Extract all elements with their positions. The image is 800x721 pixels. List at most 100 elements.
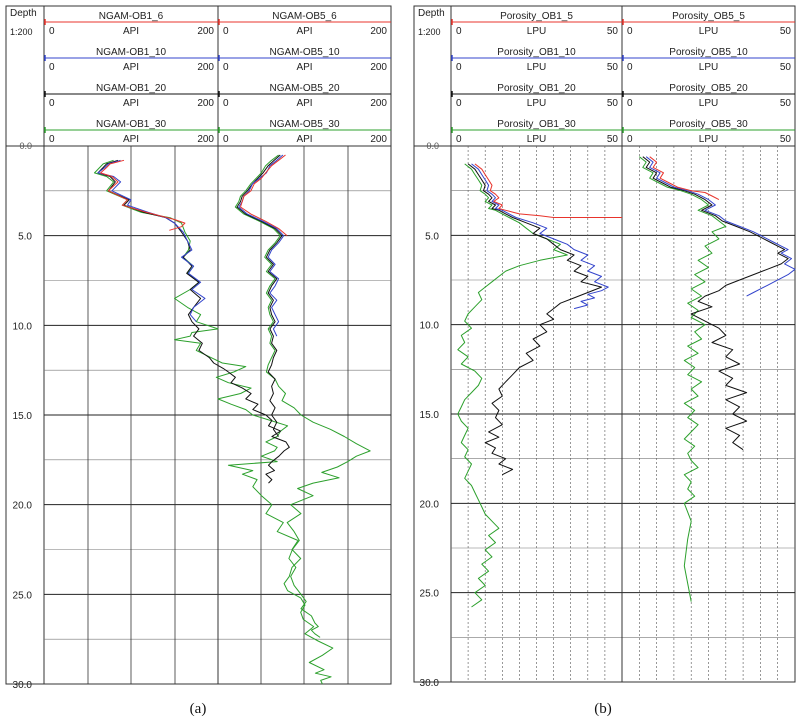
scale-unit-label: API [296,134,312,145]
series-line [234,154,371,638]
series-line [457,163,568,608]
series-name: NGAM-OB5_10 [269,47,339,58]
track-2-curves [638,156,796,602]
scale-label: 1:200 [418,27,441,37]
depth-tick-label: 10.0 [420,321,440,332]
depth-tick-label: 20.0 [13,501,33,512]
scale-min-label: 0 [223,26,229,37]
series-name: NGAM-OB5_30 [269,119,339,130]
series-name: NGAM-OB1_10 [96,47,166,58]
depth-tick-label: 10.0 [13,321,33,332]
scale-max-label: 200 [197,62,214,73]
series-name: Porosity_OB1_30 [497,119,576,130]
scale-min-label: 0 [456,134,462,145]
scale-unit-label: LPU [527,62,546,73]
series-line [94,159,334,685]
series-name: NGAM-OB1_6 [99,11,164,22]
series-line [240,154,288,237]
scale-min-label: 0 [49,134,55,145]
panel-caption: (a) [190,701,207,717]
series-line [97,159,290,484]
series-name: NGAM-OB1_30 [96,119,166,130]
depth-label: Depth [418,8,445,19]
depth-tick-label: 25.0 [13,590,33,601]
series-name: NGAM-OB5_20 [269,83,339,94]
series-name: Porosity_OB5_20 [669,83,748,94]
scale-min-label: 0 [49,26,55,37]
scale-max-label: 200 [197,26,214,37]
scale-unit-label: API [123,98,139,109]
scale-label: 1:200 [10,27,33,37]
scale-max-label: 50 [780,62,792,73]
scale-unit-label: LPU [527,26,546,37]
series-name: Porosity_OB1_10 [497,47,576,58]
scale-min-label: 0 [627,62,633,73]
panel-b: Depth 1:200 0.0 5.0 10.0 15.0 20.0 25.0 30.0 Poro… [413,5,796,717]
scale-unit-label: LPU [699,134,718,145]
scale-min-label: 0 [627,98,633,109]
depth-tick-label: 5.0 [18,232,32,243]
series-line [97,159,206,323]
series-name: Porosity_OB1_20 [497,83,576,94]
scale-min-label: 0 [456,62,462,73]
series-line [645,156,796,297]
series-name: NGAM-OB1_20 [96,83,166,94]
track-1-curves [94,159,334,685]
series-line [638,156,727,602]
series-name: Porosity_OB5_10 [669,47,748,58]
scale-unit-label: API [296,98,312,109]
scale-min-label: 0 [627,134,633,145]
scale-min-label: 0 [223,62,229,73]
scale-min-label: 0 [456,98,462,109]
depth-tick-label: 20.0 [420,499,440,510]
scale-min-label: 0 [223,98,229,109]
scale-unit-label: LPU [699,62,718,73]
scale-max-label: 200 [197,134,214,145]
track-2-curves [234,154,371,638]
scale-min-label: 0 [49,62,55,73]
scale-unit-label: LPU [527,134,546,145]
depth-tick-label: 30.0 [13,680,33,691]
series-line [238,154,285,337]
scale-min-label: 0 [49,98,55,109]
series-line [649,156,720,201]
series-name: NGAM-OB5_6 [272,11,337,22]
series-name: Porosity_OB5_30 [669,119,748,130]
grid [451,146,795,682]
series-name: Porosity_OB5_5 [672,11,745,22]
scale-max-label: 50 [607,62,619,73]
scale-min-label: 0 [627,26,633,37]
panel-caption: (b) [594,701,612,717]
depth-tick-label: 25.0 [420,589,440,600]
series-line [467,163,602,476]
scale-max-label: 50 [780,26,792,37]
scale-max-label: 50 [607,98,619,109]
scale-unit-label: API [123,26,139,37]
depth-tick-label: 15.0 [420,410,440,421]
depth-tick-label: 0.0 [426,141,439,151]
scale-max-label: 200 [370,62,387,73]
scale-max-label: 50 [780,98,792,109]
scale-max-label: 50 [607,26,619,37]
scale-max-label: 50 [607,134,619,145]
scale-max-label: 200 [370,134,387,145]
depth-tick-label: 0.0 [19,141,32,151]
depth-tick-label: 15.0 [13,411,33,422]
scale-max-label: 200 [197,98,214,109]
scale-unit-label: API [123,134,139,145]
series-line [642,156,789,451]
scale-max-label: 200 [370,98,387,109]
track-1-curves [457,163,622,608]
panel-a: Depth 1:200 0.0 5.0 10.0 15.0 20.0 25.0 30.0 NGAM… [5,5,392,717]
scale-unit-label: LPU [699,98,718,109]
series-line [471,163,609,310]
scale-min-label: 0 [456,26,462,37]
depth-label: Depth [10,8,37,19]
scale-max-label: 200 [370,26,387,37]
scale-unit-label: LPU [527,98,546,109]
series-line [236,154,283,437]
scale-unit-label: API [123,62,139,73]
series-line [474,163,622,218]
series-name: Porosity_OB1_5 [500,11,573,22]
